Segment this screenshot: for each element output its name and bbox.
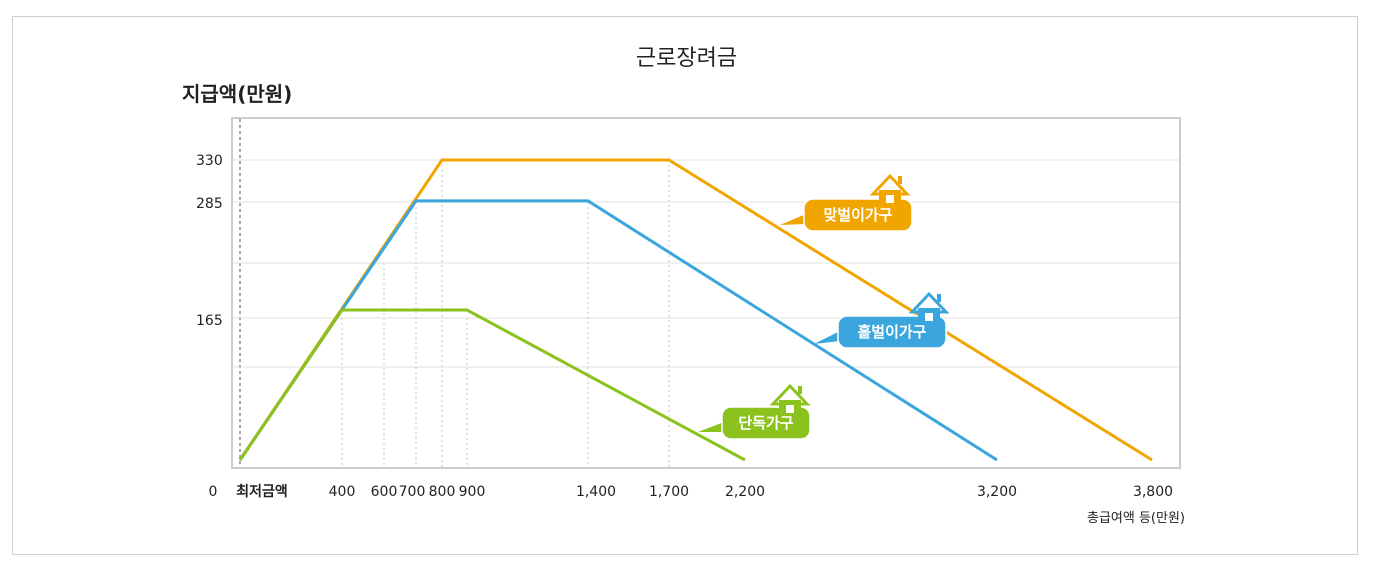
plot-area (231, 117, 1181, 469)
x-tick-label: 600 (371, 484, 398, 500)
x-tick-label: 3,200 (977, 484, 1017, 500)
y-tick-label: 285 (196, 196, 223, 212)
house-icon (908, 291, 950, 324)
y-tick-label: 165 (196, 313, 223, 329)
house-icon (769, 383, 811, 416)
house-icon (869, 173, 911, 206)
chart-frame (12, 16, 1358, 555)
x-axis-label: 총급여액 등(만원) (1087, 511, 1185, 526)
y-tick-label: 330 (196, 153, 223, 169)
x-tick-label: 700 (399, 484, 426, 500)
chart-title: 근로장려금 (635, 46, 738, 71)
x-tick-label: 최저금액 (236, 483, 288, 500)
x-tick-label: 900 (459, 484, 486, 500)
legend-badge: 맞벌이가구 (780, 198, 913, 232)
x-tick-label: 400 (329, 484, 356, 500)
y-axis-label: 지급액(만원) (182, 82, 292, 106)
legend-label: 단독가구 (738, 414, 793, 432)
x-tick-label: 800 (429, 484, 456, 500)
series-line (238, 308, 746, 462)
x-tick-label: 3,800 (1133, 484, 1173, 500)
x-tick-label: 0 (209, 484, 218, 500)
x-tick-label: 2,200 (725, 484, 765, 500)
x-tick-label: 1,700 (649, 484, 689, 500)
legend-label: 맞벌이가구 (823, 206, 892, 224)
legend-label: 홑벌이가구 (857, 323, 926, 341)
x-tick-label: 1,400 (576, 484, 616, 500)
